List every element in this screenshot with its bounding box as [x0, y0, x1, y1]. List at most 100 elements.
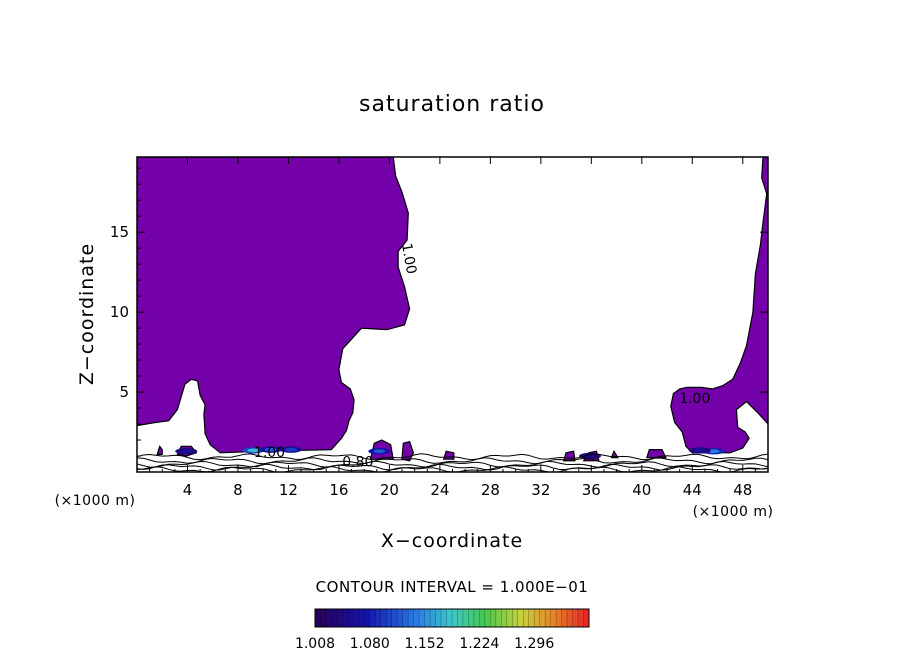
colorbar-swatch — [342, 609, 349, 627]
colorbar-swatch — [462, 609, 469, 627]
x-tick-label: 44 — [683, 481, 702, 499]
colorbar-swatch — [567, 609, 573, 627]
colorbar-swatch — [506, 609, 513, 627]
x-tick-label: 24 — [430, 481, 449, 499]
colorbar-swatch — [578, 609, 584, 627]
colorbar-swatch — [550, 609, 557, 627]
colorbar-swatch — [320, 609, 327, 627]
colorbar-swatch — [419, 609, 425, 627]
colorbar-swatch — [583, 609, 590, 627]
saturated-region — [442, 450, 455, 460]
contour-labels: 1.00 1.00 1.00 0.80 — [254, 242, 710, 471]
y-axis-ticks: 5 10 15 — [110, 167, 768, 457]
contour-label: 0.80 — [342, 454, 373, 470]
colorbar-swatch — [391, 609, 398, 627]
hotspot-core — [373, 449, 386, 454]
colorbar-swatch — [484, 609, 491, 627]
colorbar-tick-label: 1.152 — [405, 636, 445, 652]
colorbar-swatch — [452, 609, 458, 627]
colorbar-swatch — [528, 609, 535, 627]
saturated-region — [156, 445, 163, 455]
colorbar-swatch — [424, 609, 431, 627]
colorbar-swatch — [572, 609, 579, 627]
x-tick-label: 32 — [531, 481, 550, 499]
colorbar-swatch — [534, 609, 540, 627]
chart-title: saturation ratio — [359, 92, 545, 117]
surface-contour-line — [137, 460, 768, 468]
colorbar-swatch — [315, 609, 321, 627]
colorbar-swatch — [386, 609, 393, 627]
x-unit-label-right: (×1000 m) — [693, 504, 774, 520]
x-axis-label: X−coordinate — [381, 530, 523, 552]
colorbar-tick-label: 1.224 — [459, 636, 499, 652]
x-tick-label: 36 — [582, 481, 601, 499]
colorbar-swatch — [473, 609, 480, 627]
hotspot-core — [284, 447, 297, 452]
colorbar-swatch — [380, 609, 387, 627]
x-tick-label: 48 — [733, 481, 752, 499]
colorbar-tick-label: 1.080 — [350, 636, 390, 652]
colorbar-swatch — [325, 609, 332, 627]
colorbar-swatch — [523, 609, 530, 627]
colorbar-swatch — [369, 609, 376, 627]
contour-label: 1.00 — [398, 242, 419, 275]
x-tick-label: 40 — [632, 481, 651, 499]
colorbar-swatch — [347, 609, 354, 627]
colorbar-swatch — [408, 609, 414, 627]
supersaturation-hotspots — [175, 446, 725, 460]
colorbar-frame — [314, 608, 590, 628]
x-tick-label: 8 — [233, 481, 243, 499]
colorbar-swatch — [479, 609, 486, 627]
x-tick-label: 4 — [183, 481, 193, 499]
colorbar-swatch — [539, 609, 546, 627]
colorbar-swatch — [468, 609, 475, 627]
colorbar-swatch — [413, 609, 420, 627]
contour-interval-label: CONTOUR INTERVAL = 1.000E−01 — [316, 578, 589, 596]
x-tick-label: 12 — [279, 481, 298, 499]
saturated-region — [137, 157, 411, 454]
colorbar-tick-labels: 1.008 1.080 1.152 1.224 1.296 — [295, 636, 554, 652]
colorbar — [314, 608, 590, 628]
colorbar-swatch — [517, 609, 524, 627]
plot-area — [137, 157, 768, 472]
colorbar-swatch — [457, 609, 464, 627]
hotspot-core — [180, 449, 193, 454]
colorbar-swatch — [364, 609, 371, 627]
colorbar-swatch — [402, 609, 409, 627]
y-axis-label: Z−coordinate — [76, 243, 98, 385]
y-tick-label: 5 — [119, 383, 129, 401]
hotspot-core — [247, 448, 260, 453]
colorbar-swatch — [446, 609, 453, 627]
colorbar-swatch — [358, 609, 365, 627]
contour-label: 1.00 — [254, 445, 285, 461]
y-tick-label: 10 — [110, 303, 129, 321]
colorbar-swatch — [353, 609, 360, 627]
colorbar-swatch — [435, 609, 442, 627]
colorbar-swatch — [495, 609, 502, 627]
surface-contour-line — [137, 457, 768, 465]
contour-label: 1.00 — [679, 391, 710, 407]
colorbar-tick-label: 1.296 — [514, 636, 554, 652]
hotspot-core — [264, 447, 277, 452]
colorbar-swatch — [490, 609, 497, 627]
colorbar-swatch — [545, 609, 551, 627]
colorbar-tick-label: 1.008 — [295, 636, 335, 652]
colorbar-swatch — [501, 609, 508, 627]
surface-contour-line — [137, 453, 768, 461]
x-tick-label: 20 — [380, 481, 399, 499]
x-tick-label: 28 — [481, 481, 500, 499]
colorbar-swatch — [441, 609, 447, 627]
surface-contour-lines — [137, 453, 768, 472]
colorbar-swatch — [430, 609, 436, 627]
x-unit-label-left: (×1000 m) — [55, 493, 136, 509]
colorbar-swatch — [512, 609, 519, 627]
colorbar-swatch — [561, 609, 568, 627]
x-tick-label: 16 — [329, 481, 348, 499]
surface-contour-line — [137, 466, 768, 472]
x-axis-ticks: 4 8 12 16 20 24 28 32 36 40 44 48 — [149, 157, 756, 499]
colorbar-swatch — [397, 609, 403, 627]
colorbar-swatch — [556, 609, 562, 627]
hotspot-core — [693, 448, 706, 453]
y-tick-label: 15 — [110, 223, 129, 241]
